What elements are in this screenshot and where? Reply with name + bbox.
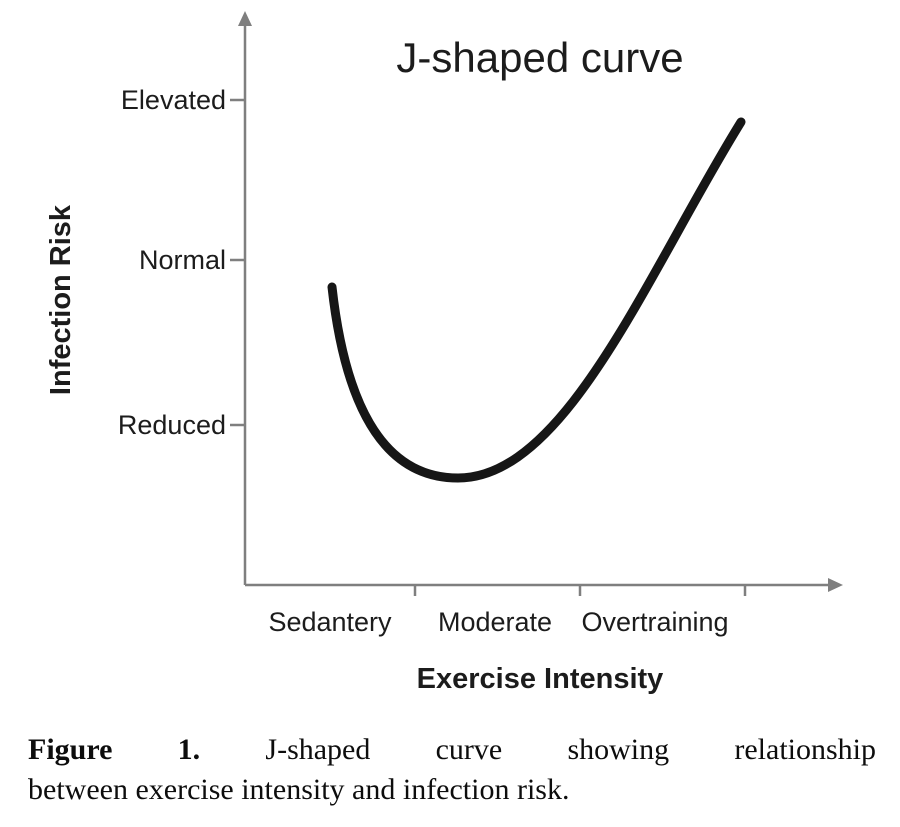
x-axis-title: Exercise Intensity bbox=[417, 663, 664, 695]
x-tick-label-overtraining: Overtraining bbox=[581, 607, 728, 637]
y-tick-label-normal: Normal bbox=[139, 245, 226, 275]
y-axis-title: Infection Risk bbox=[45, 204, 77, 395]
j-curve-chart: J-shaped curve Elevated Normal Reduced S… bbox=[45, 11, 843, 695]
figure-caption-text2: between exercise intensity and infection… bbox=[28, 773, 570, 806]
chart-title: J-shaped curve bbox=[396, 34, 683, 81]
figure-caption-line1: Figure 1. J-shaped curve showing relatio… bbox=[28, 730, 876, 770]
figure-caption: Figure 1. J-shaped curve showing relatio… bbox=[28, 730, 876, 810]
y-tick-label-elevated: Elevated bbox=[121, 85, 226, 115]
j-curve-line bbox=[327, 117, 746, 483]
x-axis-arrow-icon bbox=[828, 578, 843, 592]
x-tick-label-moderate: Moderate bbox=[438, 607, 552, 637]
x-tick-label-sedantery: Sedantery bbox=[268, 607, 392, 637]
figure-caption-label: Figure 1. bbox=[28, 733, 201, 766]
figure-caption-line2: between exercise intensity and infection… bbox=[28, 770, 876, 810]
y-tick-label-reduced: Reduced bbox=[118, 410, 226, 440]
figure-caption-text1: J-shaped curve showing relationship bbox=[265, 733, 877, 766]
y-axis-arrow-icon bbox=[238, 11, 252, 26]
